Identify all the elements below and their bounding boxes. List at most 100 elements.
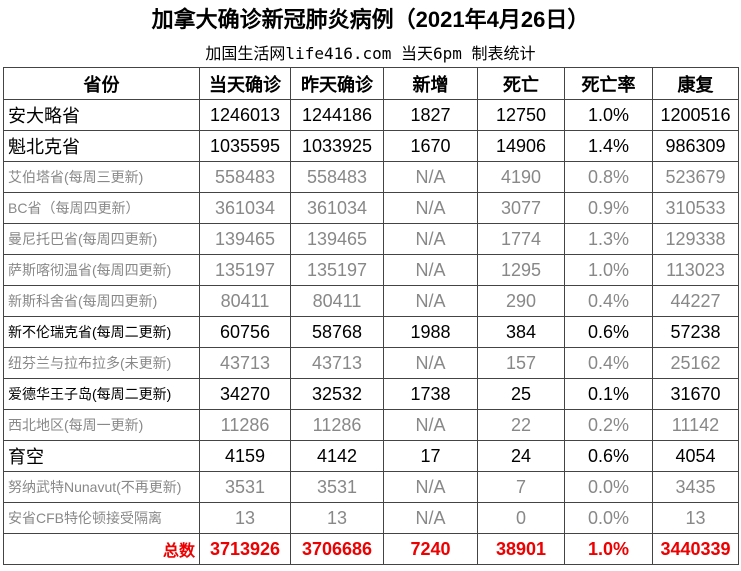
value-cell: 11286: [290, 409, 384, 441]
column-header: 死亡: [477, 67, 565, 100]
value-cell: 1774: [477, 223, 565, 255]
value-cell: 80411: [199, 285, 291, 317]
value-cell: N/A: [383, 285, 478, 317]
value-cell: 0.4%: [564, 347, 653, 379]
value-cell: 0.8%: [564, 161, 653, 193]
value-cell: 3077: [477, 192, 565, 224]
value-cell: 44227: [652, 285, 739, 317]
value-cell: 57238: [652, 316, 739, 348]
value-cell: 12750: [477, 99, 565, 131]
table-row: BC省（每周四更新） 361034 361034 N/A 3077 0.9% 310533: [3, 192, 739, 224]
table-row: 魁北克省 1035595 1033925 1670 14906 1.4% 986309: [3, 130, 739, 162]
value-cell: N/A: [383, 471, 478, 503]
value-cell: 43713: [290, 347, 384, 379]
value-cell: 34270: [199, 378, 291, 410]
value-cell: 1200516: [652, 99, 739, 131]
province-cell: 艾伯塔省(每周三更新): [3, 161, 200, 193]
value-cell: 3435: [652, 471, 739, 503]
value-cell: 0.0%: [564, 471, 653, 503]
province-cell: 新不伦瑞克省(每周二更新): [3, 316, 200, 348]
value-cell: 0.0%: [564, 502, 653, 534]
value-cell: 986309: [652, 130, 739, 162]
value-cell: 4054: [652, 440, 739, 472]
value-cell: 290: [477, 285, 565, 317]
value-cell: N/A: [383, 409, 478, 441]
value-cell: 0: [477, 502, 565, 534]
value-cell: 139465: [290, 223, 384, 255]
value-cell: 523679: [652, 161, 739, 193]
value-cell: 43713: [199, 347, 291, 379]
province-cell: BC省（每周四更新）: [3, 192, 200, 224]
value-cell: 1295: [477, 254, 565, 286]
value-cell: 25: [477, 378, 565, 410]
value-cell: 11142: [652, 409, 739, 441]
value-cell: N/A: [383, 347, 478, 379]
value-cell: 157: [477, 347, 565, 379]
value-cell: 1246013: [199, 99, 291, 131]
value-cell: 1988: [383, 316, 478, 348]
value-cell: N/A: [383, 223, 478, 255]
value-cell: 58768: [290, 316, 384, 348]
value-cell: 1827: [383, 99, 478, 131]
value-cell: 4159: [199, 440, 291, 472]
value-cell: 0.4%: [564, 285, 653, 317]
total-cell: 1.0%: [564, 533, 653, 565]
value-cell: 11286: [199, 409, 291, 441]
province-cell: 西北地区(每周一更新): [3, 409, 200, 441]
value-cell: 0.2%: [564, 409, 653, 441]
title: 加拿大确诊新冠肺炎病例（2021年4月26日）: [151, 7, 590, 32]
value-cell: N/A: [383, 502, 478, 534]
value-cell: 22: [477, 409, 565, 441]
header-row: 省份 当天确诊 昨天确诊 新增 死亡 死亡率 康复: [3, 67, 739, 100]
value-cell: 13: [199, 502, 291, 534]
value-cell: 1.4%: [564, 130, 653, 162]
table-row: 育空 4159 4142 17 24 0.6% 4054: [3, 440, 739, 472]
value-cell: 3531: [290, 471, 384, 503]
value-cell: 0.6%: [564, 440, 653, 472]
value-cell: 558483: [199, 161, 291, 193]
column-header: 新增: [383, 67, 478, 100]
value-cell: 0.1%: [564, 378, 653, 410]
table-row: 艾伯塔省(每周三更新) 558483 558483 N/A 4190 0.8% 523679: [3, 161, 739, 193]
table-row: 曼尼托巴省(每周四更新) 139465 139465 N/A 1774 1.3% 12933…: [3, 223, 739, 255]
value-cell: 0.9%: [564, 192, 653, 224]
province-cell: 萨斯喀彻温省(每周四更新): [3, 254, 200, 286]
total-cell: 7240: [383, 533, 478, 565]
column-header: 昨天确诊: [290, 67, 384, 100]
table-row: 安大略省 1246013 1244186 1827 12750 1.0% 1200516: [3, 99, 739, 131]
value-cell: N/A: [383, 192, 478, 224]
value-cell: 558483: [290, 161, 384, 193]
column-header: 死亡率: [564, 67, 653, 100]
column-header: 康复: [652, 67, 739, 100]
value-cell: 384: [477, 316, 565, 348]
table-row: 新斯科舍省(每周四更新) 80411 80411 N/A 290 0.4% 44227: [3, 285, 739, 317]
province-cell: 安大略省: [3, 99, 200, 131]
value-cell: 13: [652, 502, 739, 534]
value-cell: 0.6%: [564, 316, 653, 348]
value-cell: 4142: [290, 440, 384, 472]
province-cell: 纽芬兰与拉布拉多(未更新): [3, 347, 200, 379]
province-cell: 安省CFB特伦顿接受隔离: [3, 502, 200, 534]
table-row: 爱德华王子岛(每周二更新) 34270 32532 1738 25 0.1% 31670: [3, 378, 739, 410]
value-cell: 17: [383, 440, 478, 472]
table-row: 西北地区(每周一更新) 11286 11286 N/A 22 0.2% 11142: [3, 409, 739, 441]
value-cell: 1033925: [290, 130, 384, 162]
subtitle: 加国生活网life416.com 当天6pm 制表统计: [205, 44, 536, 63]
value-cell: 135197: [199, 254, 291, 286]
value-cell: 4190: [477, 161, 565, 193]
province-cell: 魁北克省: [3, 130, 200, 162]
value-cell: 60756: [199, 316, 291, 348]
value-cell: 80411: [290, 285, 384, 317]
value-cell: 1.0%: [564, 254, 653, 286]
value-cell: 1244186: [290, 99, 384, 131]
column-header: 省份: [3, 67, 200, 100]
table-row: 萨斯喀彻温省(每周四更新) 135197 135197 N/A 1295 1.0% 1130…: [3, 254, 739, 286]
value-cell: 1035595: [199, 130, 291, 162]
table-row: 纽芬兰与拉布拉多(未更新) 43713 43713 N/A 157 0.4% 25162: [3, 347, 739, 379]
value-cell: 361034: [290, 192, 384, 224]
province-cell: 爱德华王子岛(每周二更新): [3, 378, 200, 410]
table-body: 安大略省 1246013 1244186 1827 12750 1.0% 1200516 魁北…: [3, 99, 739, 565]
value-cell: 25162: [652, 347, 739, 379]
value-cell: 113023: [652, 254, 739, 286]
